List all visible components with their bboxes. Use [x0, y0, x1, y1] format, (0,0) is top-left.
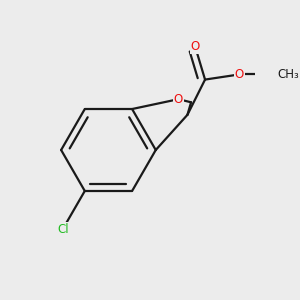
Text: CH₃: CH₃ [277, 68, 299, 81]
Text: Cl: Cl [57, 223, 68, 236]
Text: O: O [190, 40, 200, 53]
Text: O: O [235, 68, 244, 81]
Text: O: O [174, 93, 183, 106]
